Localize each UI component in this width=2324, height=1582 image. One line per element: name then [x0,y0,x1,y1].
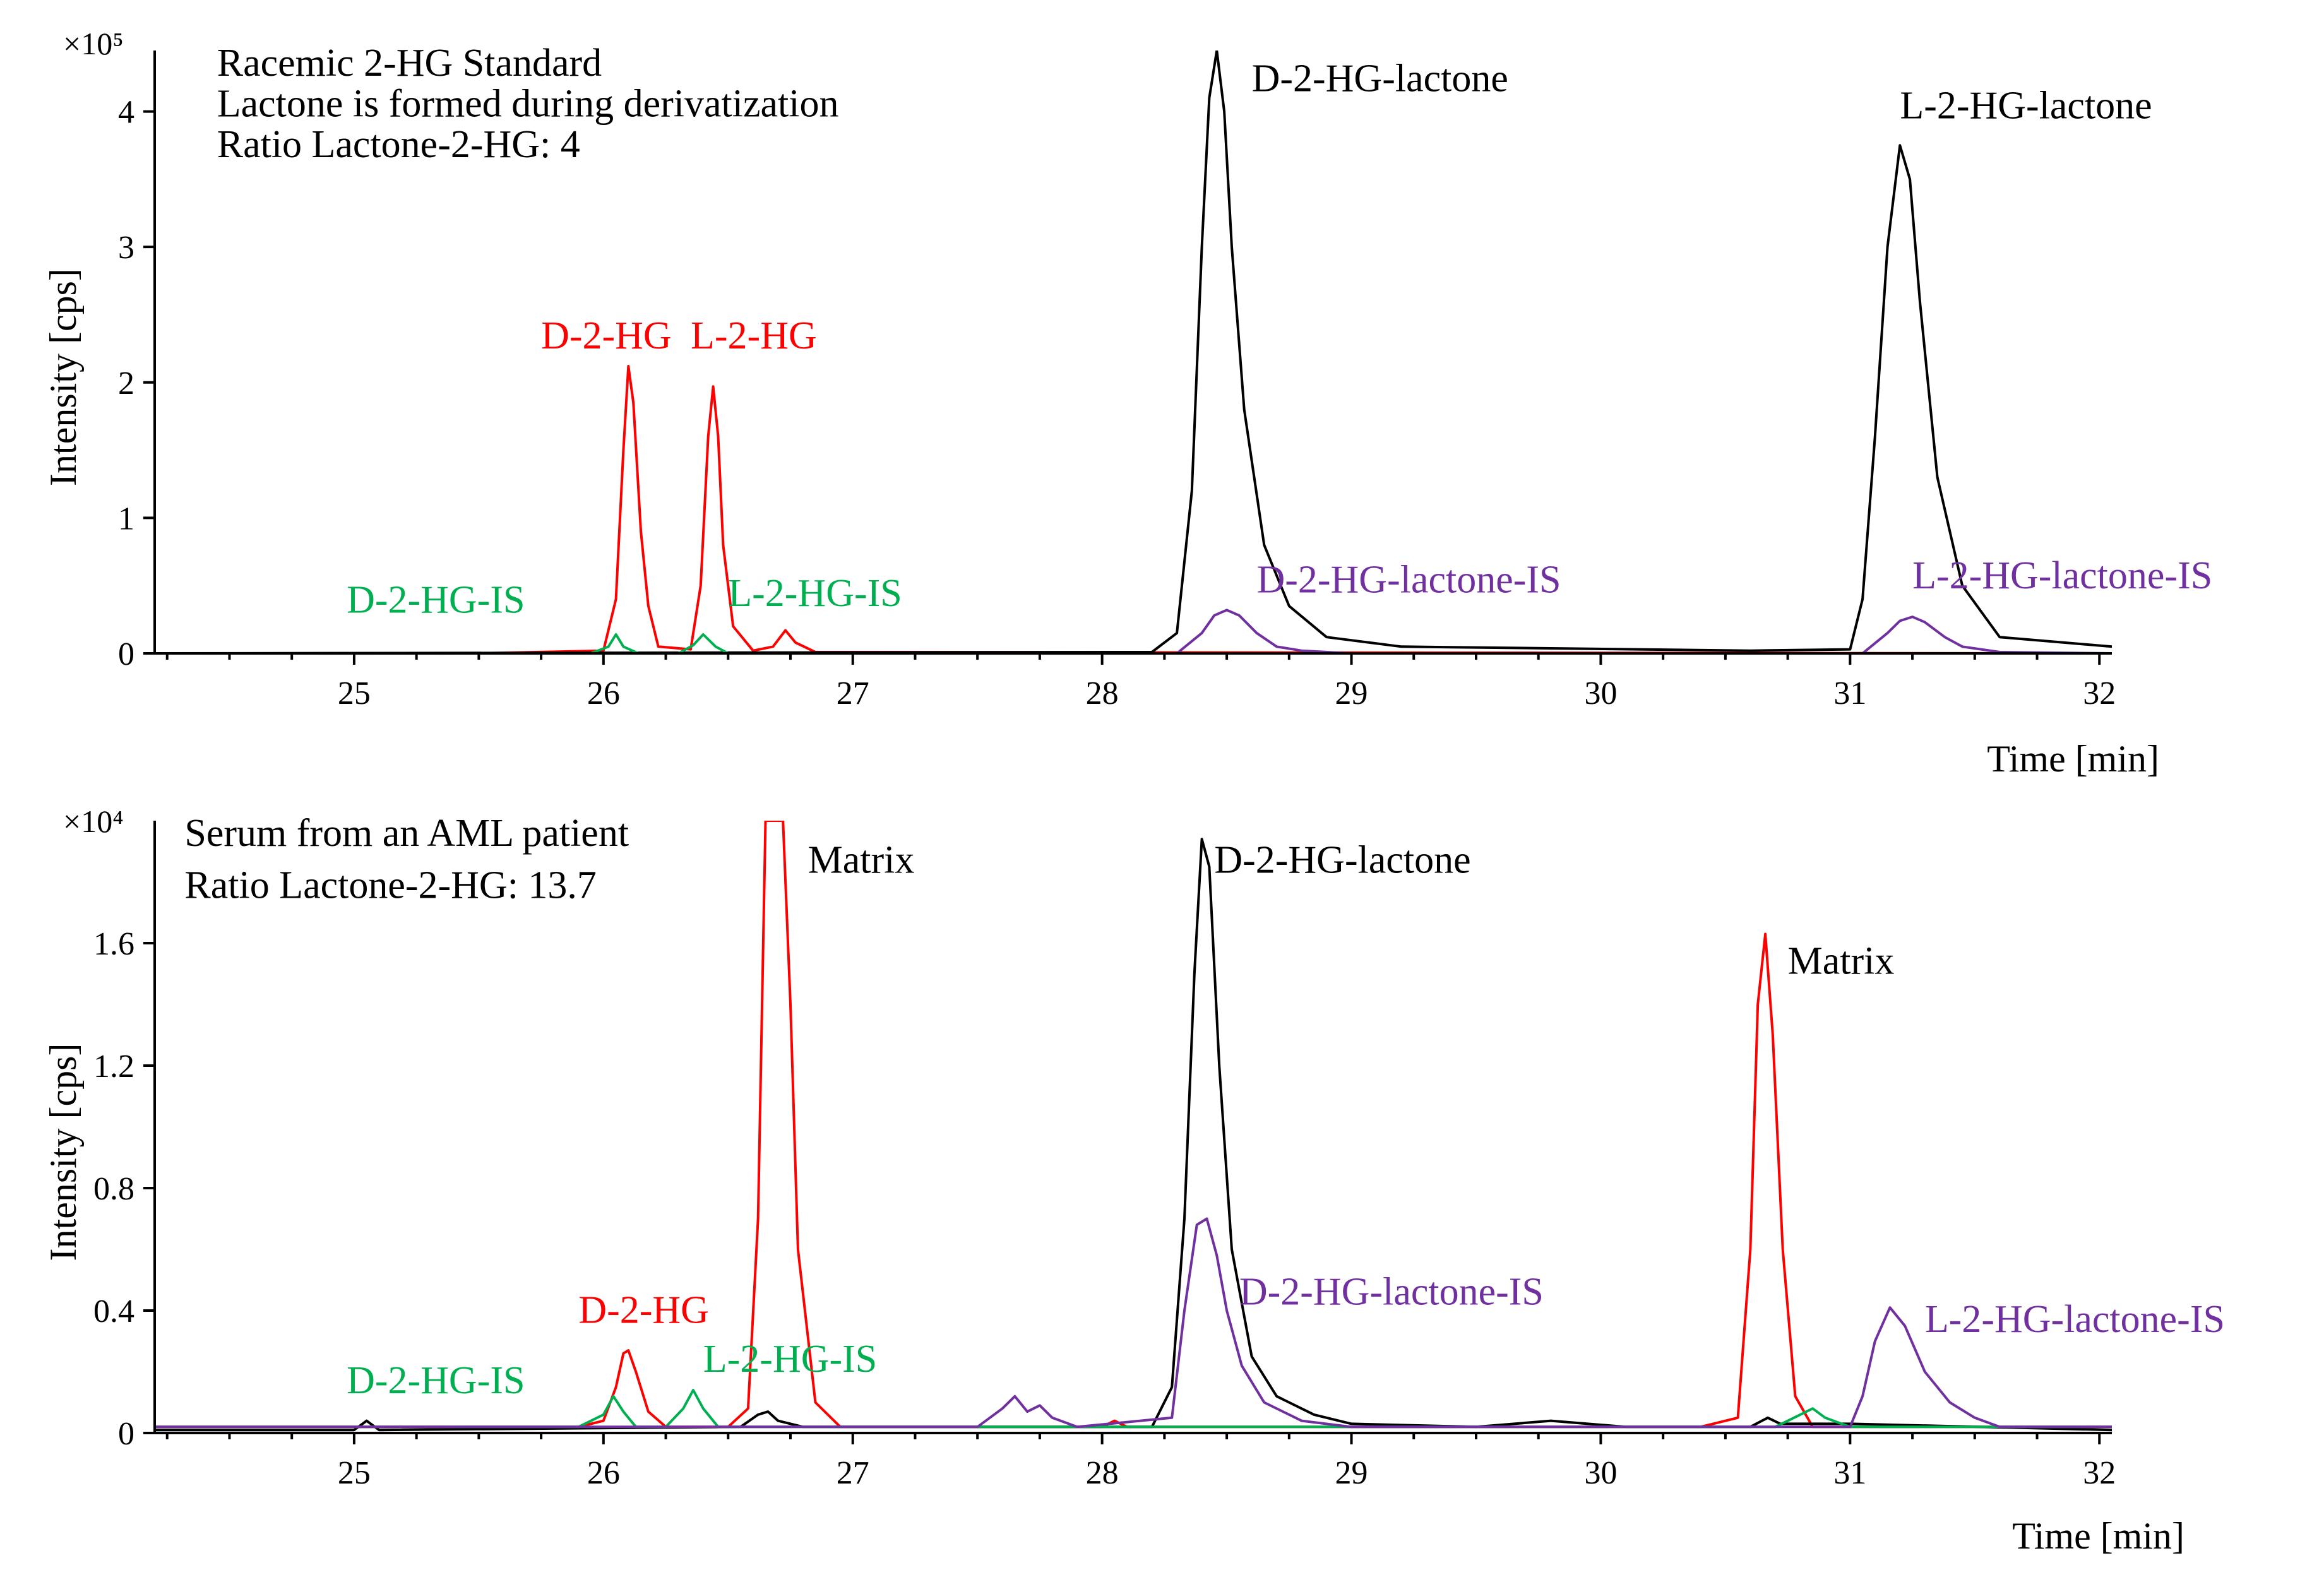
chart-panel-bottom: 25 26 27 28 29 30 31 32 0 0.4 0.8 1.2 1.6 ×10⁴ Time [m… [42,804,2225,1557]
x-tick-label: 32 [2083,1455,2116,1491]
chart-panel-top: 25 26 27 28 29 30 31 32 0 1 2 3 4 ×10⁵ Time [min] Inten… [42,26,2212,780]
y-tick-label: 1.2 [93,1049,134,1085]
peak-label: L-2-HG-lactone-IS [1925,1298,2225,1341]
x-tick-label: 28 [1086,675,1119,711]
series-line-0 [155,365,2112,653]
y-tick-label: 4 [118,95,134,131]
x-tick-label: 30 [1584,675,1617,711]
series-line-0 [155,821,2112,1429]
peak-label: Matrix [808,838,915,881]
peak-label: D-2-HG-lactone-IS [1256,558,1561,601]
x-axis-title: Time [min] [1987,738,2159,780]
panel-note: Ratio Lactone-2-HG: 13.7 [184,864,597,907]
traces [155,51,2112,653]
peak-label: L-2-HG-IS [703,1338,878,1381]
peak-label: L-2-HG-lactone-IS [1912,554,2212,597]
axis-multiplier: ×10⁵ [63,26,124,61]
peak-label: D-2-HG-lactone-IS [1239,1270,1544,1313]
y-axis-title: Intensity [cps] [42,268,84,486]
y-tick-label: 2 [118,366,134,401]
y-tick-label: 0 [118,636,134,672]
panel-note: Ratio Lactone-2-HG: 4 [217,123,580,166]
x-tick-label: 26 [587,1455,620,1491]
y-axis-title: Intensity [cps] [42,1044,84,1261]
series-line-3 [155,1217,2112,1429]
peak-label: L-2-HG-lactone [1900,84,2152,127]
x-tick-label: 25 [338,675,371,711]
peak-label: D-2-HG-IS [347,579,525,622]
y-tick-label: 0.4 [93,1294,134,1329]
series-line-1 [155,838,2112,1432]
peak-label: Matrix [1788,940,1895,983]
series-line-1 [155,51,2112,653]
x-tick-label: 27 [837,675,869,711]
y-tick-label: 0.8 [93,1171,134,1207]
x-tick-label: 25 [338,1455,371,1491]
series-line-2 [155,633,2112,653]
x-tick-label: 26 [587,675,620,711]
x-axis-title: Time [min] [2012,1515,2184,1557]
panel-note: Racemic 2-HG Standard [217,42,602,85]
peak-label: D-2-HG-lactone [1252,57,1508,100]
y-tick-label: 0 [118,1416,134,1452]
x-tick-label: 29 [1335,675,1368,711]
peak-label: D-2-HG [578,1288,709,1331]
peak-label: L-2-HG [691,314,817,357]
peak-label: D-2-HG [541,314,672,357]
x-tick-label: 32 [2083,675,2116,711]
series-line-2 [155,1389,2112,1429]
peak-label: L-2-HG-IS [728,572,902,615]
x-tick-label: 29 [1335,1455,1368,1491]
x-tick-label: 30 [1584,1455,1617,1491]
peak-label: D-2-HG-IS [347,1359,525,1402]
panel-note: Lactone is formed during derivatization [217,82,839,125]
x-tick-label: 31 [1833,675,1866,711]
x-tick-label: 28 [1086,1455,1119,1491]
peak-label: D-2-HG-lactone [1214,838,1470,881]
x-tick-label: 31 [1833,1455,1866,1491]
series-line-3 [155,609,2112,653]
traces [155,821,2112,1432]
y-tick-label: 1 [118,501,134,537]
y-tick-label: 1.6 [93,926,134,962]
axis-multiplier: ×10⁴ [63,804,124,839]
y-tick-label: 3 [118,230,134,266]
panel-note: Serum from an AML patient [184,812,629,855]
x-tick-label: 27 [837,1455,869,1491]
